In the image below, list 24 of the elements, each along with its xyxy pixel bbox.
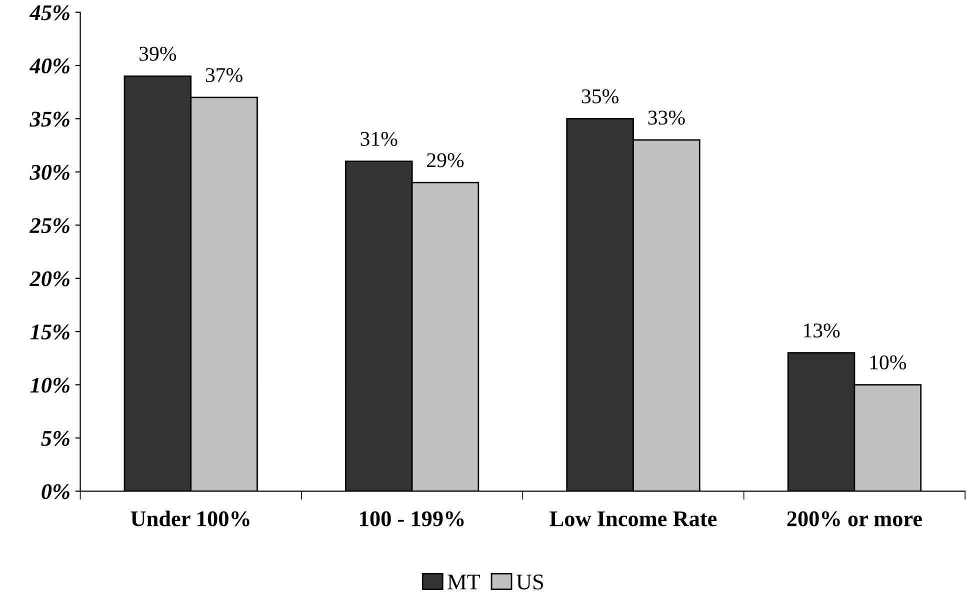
data-label: 33% [648,110,685,125]
x-tick-label: 200% or more [787,511,922,526]
y-tick-label: 15% [30,324,70,340]
y-tick-label: 25% [30,218,70,234]
y-tick-label: 45% [29,5,70,20]
data-label: 10% [870,355,906,370]
x-tick-label: Under 100% [130,510,250,526]
y-tick-label: 35% [30,112,70,127]
x-tick-label: 100 - 199% [360,511,464,526]
data-label: 29% [427,153,464,168]
y-tick-label: 30% [30,164,70,180]
data-label: 31% [360,132,398,146]
y-tick-label: 0% [42,484,70,500]
data-label: 35% [582,89,618,104]
y-tick-label: 5% [41,430,70,446]
legend-label: US [516,574,543,590]
legend-label: MT [448,574,480,590]
y-tick-label: 20% [30,271,70,286]
y-tick-label: 10% [30,378,70,393]
x-tick-label: Low Income Rate [550,512,717,526]
data-label: 37% [206,68,242,82]
y-tick-label: 40% [29,58,70,74]
data-label: 39% [140,46,176,61]
data-label: 13% [804,323,840,338]
